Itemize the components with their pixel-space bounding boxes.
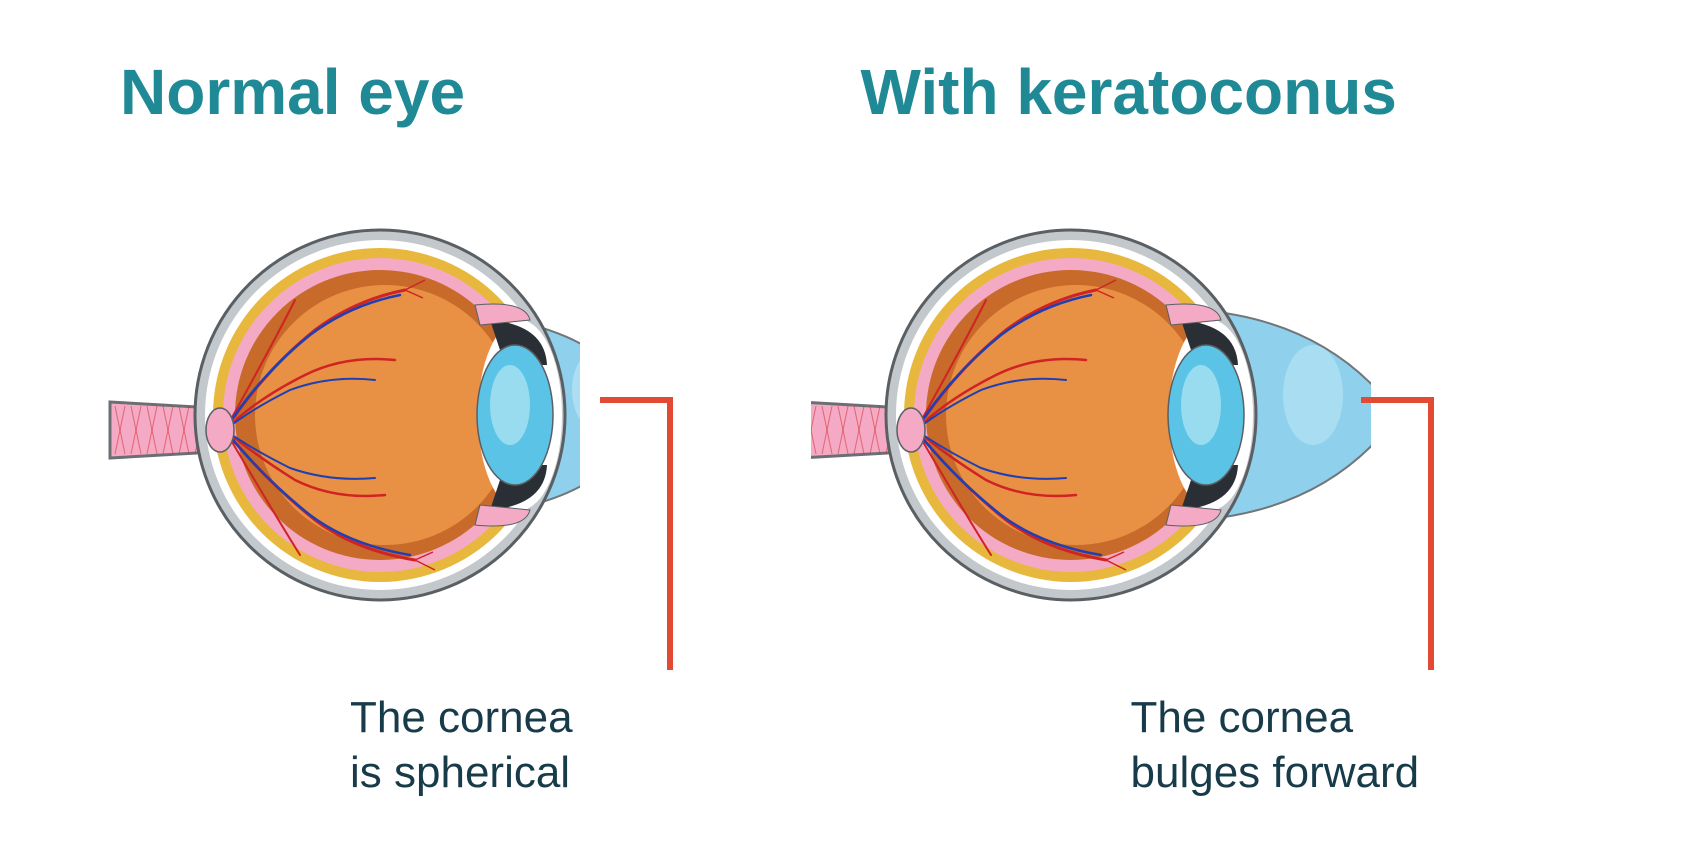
caption-normal: The cornea is spherical (350, 690, 573, 800)
diagram-container: Normal eye The cornea is spherical With … (0, 0, 1701, 847)
panel-keratoconus: With keratoconus The cornea bulges forwa… (851, 0, 1701, 847)
caption-keratoconus: The cornea bulges forward (1131, 690, 1420, 800)
caption-normal-line2: is spherical (350, 748, 570, 797)
caption-keratoconus-line1: The cornea (1131, 693, 1354, 742)
caption-keratoconus-line2: bulges forward (1131, 748, 1420, 797)
panel-normal: Normal eye The cornea is spherical (0, 0, 851, 847)
caption-normal-line1: The cornea (350, 693, 573, 742)
